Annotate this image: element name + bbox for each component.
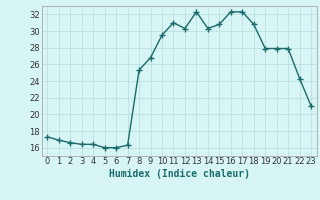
X-axis label: Humidex (Indice chaleur): Humidex (Indice chaleur) <box>109 169 250 179</box>
